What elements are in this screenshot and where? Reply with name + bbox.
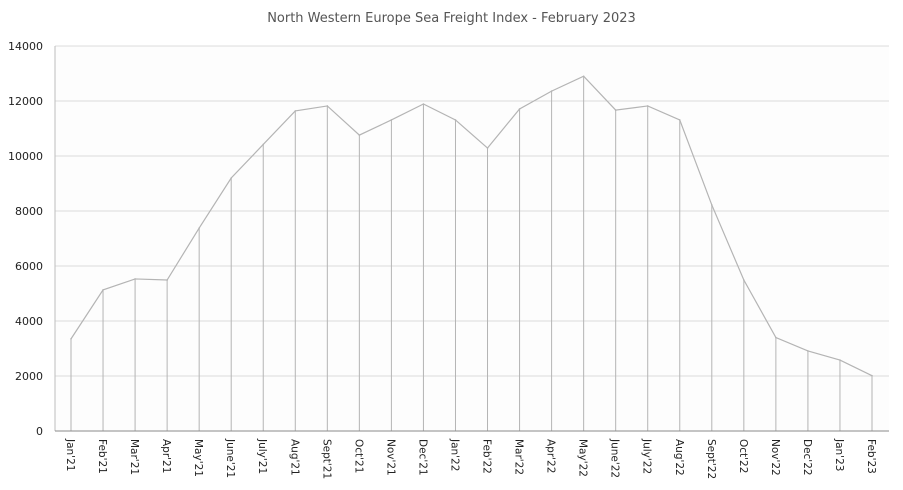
- y-tick-label: 8000: [15, 205, 43, 218]
- x-tick-label: May'21: [192, 439, 204, 477]
- data-point: [102, 289, 104, 291]
- data-point: [134, 278, 136, 280]
- x-tick-label: Feb'21: [96, 439, 108, 474]
- data-point: [70, 338, 72, 340]
- data-point: [294, 110, 297, 112]
- data-point: [262, 143, 265, 146]
- data-point: [743, 279, 745, 281]
- data-point: [775, 336, 777, 339]
- x-tick-label: Nov'21: [384, 439, 396, 476]
- x-tick-label: Feb'23: [865, 439, 877, 474]
- y-tick-label: 12000: [8, 95, 43, 108]
- y-tick-label: 2000: [15, 370, 43, 383]
- data-point: [871, 374, 873, 377]
- x-tick-label: Apr'22: [545, 439, 557, 473]
- x-tick-label: Feb'22: [481, 439, 493, 474]
- x-tick-label: Aug'22: [673, 439, 685, 476]
- data-point: [646, 105, 649, 107]
- x-tick-label: Apr'21: [160, 439, 172, 473]
- x-tick-label: June'22: [609, 438, 621, 478]
- data-point: [807, 350, 809, 352]
- data-point: [230, 177, 232, 179]
- x-tick-label: June'21: [224, 438, 236, 478]
- x-tick-label: Nov'22: [769, 439, 781, 476]
- x-tick-label: Jan'22: [448, 438, 460, 471]
- x-tick-label: July'22: [641, 438, 653, 474]
- data-point: [326, 105, 329, 107]
- data-point: [390, 119, 393, 121]
- y-tick-label: 10000: [8, 150, 43, 163]
- x-tick-label: Mar'21: [128, 439, 140, 475]
- data-point: [582, 75, 585, 78]
- data-point: [711, 204, 713, 206]
- series-line: [70, 75, 873, 377]
- data-point: [518, 108, 521, 110]
- chart-title: North Western Europe Sea Freight Index -…: [267, 11, 636, 26]
- y-tick-label: 0: [36, 425, 43, 438]
- x-tick-label: Oct'21: [352, 439, 364, 473]
- y-tick-label: 6000: [15, 260, 43, 273]
- data-point: [614, 109, 617, 111]
- y-tick-label: 14000: [8, 40, 43, 53]
- x-tick-label: July'21: [256, 438, 268, 474]
- data-point: [166, 279, 168, 281]
- data-point: [454, 119, 457, 121]
- y-tick-label: 4000: [15, 315, 43, 328]
- data-point: [422, 103, 425, 105]
- data-point: [550, 90, 553, 92]
- x-tick-label: Sept'21: [320, 439, 332, 479]
- x-tick-label: Jan'23: [833, 438, 845, 471]
- x-tick-label: Aug'21: [288, 439, 300, 476]
- x-tick-label: Mar'22: [513, 439, 525, 475]
- data-point: [358, 134, 361, 136]
- data-point: [486, 147, 489, 149]
- x-tick-label: May'22: [577, 439, 589, 477]
- data-point: [678, 119, 681, 121]
- x-tick-label: Dec'22: [801, 439, 813, 476]
- x-tick-label: Oct'22: [737, 439, 749, 473]
- data-point: [198, 227, 200, 229]
- data-point: [839, 359, 841, 361]
- plot-area: [55, 46, 889, 431]
- x-tick-label: Jan'21: [64, 438, 76, 471]
- x-tick-label: Sept'22: [705, 439, 717, 479]
- x-tick-label: Dec'21: [416, 439, 428, 476]
